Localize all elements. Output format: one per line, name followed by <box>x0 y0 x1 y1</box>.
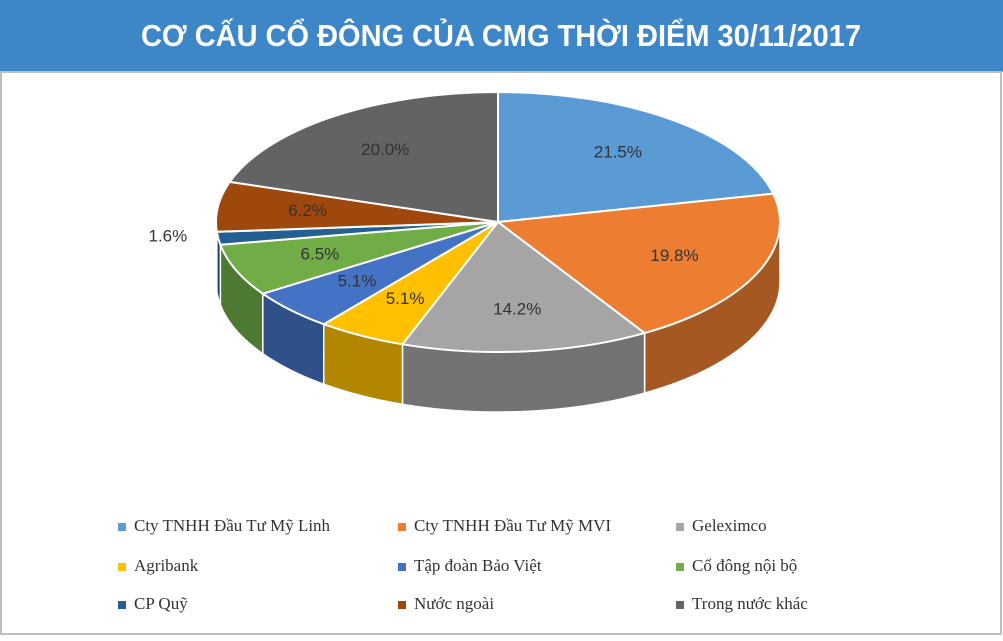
legend-swatch <box>118 563 126 571</box>
slice <box>495 192 781 335</box>
chart-title: CƠ CẤU CỔ ĐÔNG CỦA CMG THỜI ĐIỂM 30/11/2… <box>141 17 861 53</box>
data-label: 5.1% <box>386 289 425 308</box>
legend-swatch <box>398 601 406 609</box>
data-label: 6.2% <box>288 201 327 220</box>
slice <box>228 90 499 224</box>
legend-label: CP Quỹ <box>134 594 188 613</box>
data-label: 1.6% <box>148 227 187 246</box>
data-label: 19.8% <box>650 246 698 265</box>
data-label: 20.0% <box>361 140 409 159</box>
legend-swatch <box>118 601 126 609</box>
legend-swatch <box>398 563 406 571</box>
legend-swatch <box>398 523 406 531</box>
legend-label: Cổ đông nội bộ <box>692 556 797 575</box>
slice <box>497 90 775 224</box>
legend-label: Cty TNHH Đầu Tư Mỹ Linh <box>134 516 331 535</box>
legend-label: Nước ngoài <box>414 594 494 613</box>
data-label: 6.5% <box>301 244 340 263</box>
data-label: 5.1% <box>338 271 377 290</box>
legend-swatch <box>676 523 684 531</box>
slice <box>400 220 647 354</box>
legend-label: Trong nước khác <box>692 594 808 613</box>
legend-swatch <box>676 601 684 609</box>
legend-label: Tập đoàn Bảo Việt <box>414 556 542 575</box>
legend-label: Agribank <box>134 556 199 575</box>
data-label: 14.2% <box>493 299 541 318</box>
title-banner <box>0 0 1003 72</box>
data-label: 21.5% <box>594 142 642 161</box>
legend-label: Geleximco <box>692 516 767 535</box>
legend-label: Cty TNHH Đầu Tư Mỹ MVI <box>414 516 611 535</box>
legend-swatch <box>676 563 684 571</box>
legend-swatch <box>118 523 126 531</box>
